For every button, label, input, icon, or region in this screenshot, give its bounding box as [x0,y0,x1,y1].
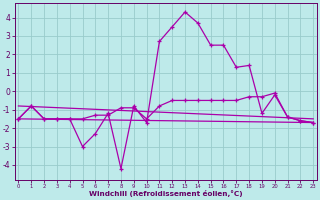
X-axis label: Windchill (Refroidissement éolien,°C): Windchill (Refroidissement éolien,°C) [89,190,243,197]
